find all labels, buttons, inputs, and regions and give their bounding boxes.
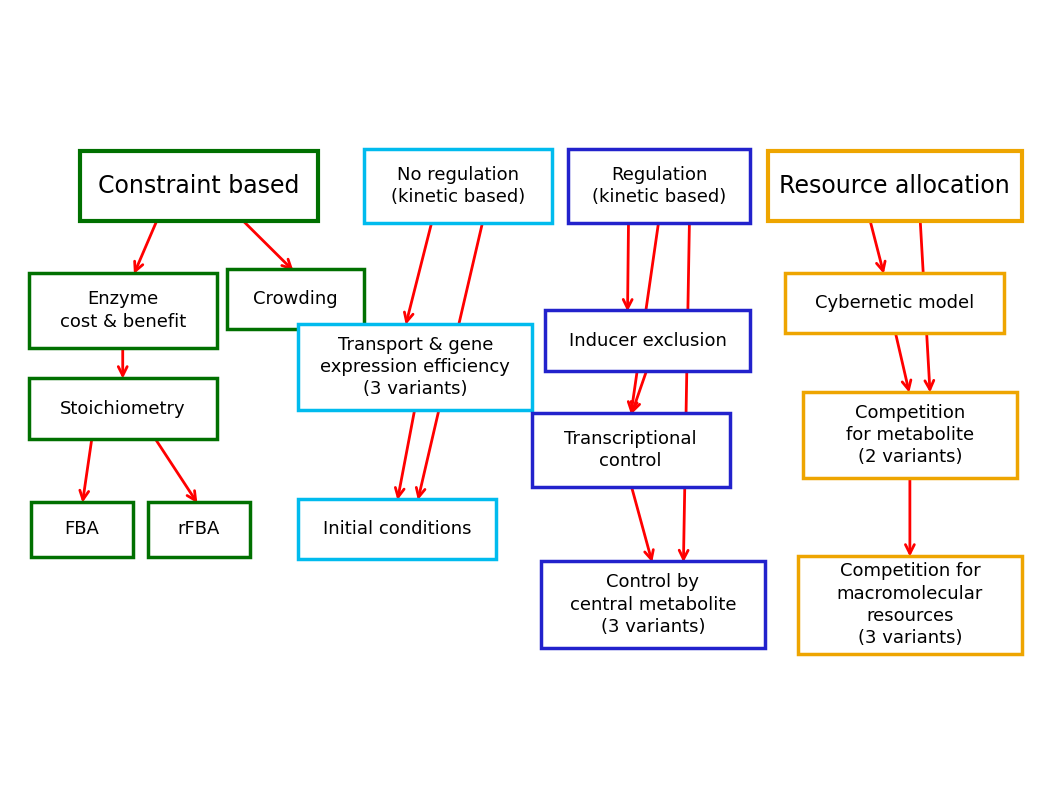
FancyBboxPatch shape bbox=[545, 310, 750, 371]
Text: Transport & gene
expression efficiency
(3 variants): Transport & gene expression efficiency (… bbox=[321, 336, 510, 399]
FancyBboxPatch shape bbox=[364, 149, 552, 223]
FancyBboxPatch shape bbox=[226, 269, 364, 330]
Text: Enzyme
cost & benefit: Enzyme cost & benefit bbox=[59, 291, 186, 330]
FancyBboxPatch shape bbox=[32, 502, 133, 557]
Text: Crowding: Crowding bbox=[253, 290, 338, 308]
Text: Transcriptional
control: Transcriptional control bbox=[564, 430, 697, 470]
FancyBboxPatch shape bbox=[803, 391, 1017, 478]
FancyBboxPatch shape bbox=[29, 378, 217, 439]
FancyBboxPatch shape bbox=[79, 151, 318, 221]
Text: Competition for
macromolecular
resources
(3 variants): Competition for macromolecular resources… bbox=[837, 562, 983, 647]
Text: Inducer exclusion: Inducer exclusion bbox=[569, 332, 727, 349]
Text: Control by
central metabolite
(3 variants): Control by central metabolite (3 variant… bbox=[569, 573, 736, 636]
Text: Stoichiometry: Stoichiometry bbox=[60, 399, 185, 418]
Text: Regulation
(kinetic based): Regulation (kinetic based) bbox=[591, 166, 726, 206]
FancyBboxPatch shape bbox=[567, 149, 750, 223]
FancyBboxPatch shape bbox=[798, 556, 1022, 653]
Text: Constraint based: Constraint based bbox=[98, 174, 299, 198]
Text: Competition
for metabolite
(2 variants): Competition for metabolite (2 variants) bbox=[845, 403, 974, 466]
FancyBboxPatch shape bbox=[531, 413, 730, 487]
FancyBboxPatch shape bbox=[785, 273, 1004, 333]
FancyBboxPatch shape bbox=[148, 502, 250, 557]
FancyBboxPatch shape bbox=[768, 151, 1022, 221]
FancyBboxPatch shape bbox=[298, 324, 532, 410]
Text: Resource allocation: Resource allocation bbox=[780, 174, 1010, 198]
FancyBboxPatch shape bbox=[542, 561, 765, 648]
Text: Cybernetic model: Cybernetic model bbox=[815, 294, 974, 312]
FancyBboxPatch shape bbox=[29, 273, 217, 349]
Text: rFBA: rFBA bbox=[178, 520, 220, 538]
Text: No regulation
(kinetic based): No regulation (kinetic based) bbox=[390, 166, 525, 206]
FancyBboxPatch shape bbox=[298, 499, 496, 559]
Text: FBA: FBA bbox=[65, 520, 99, 538]
Text: Initial conditions: Initial conditions bbox=[323, 520, 471, 538]
